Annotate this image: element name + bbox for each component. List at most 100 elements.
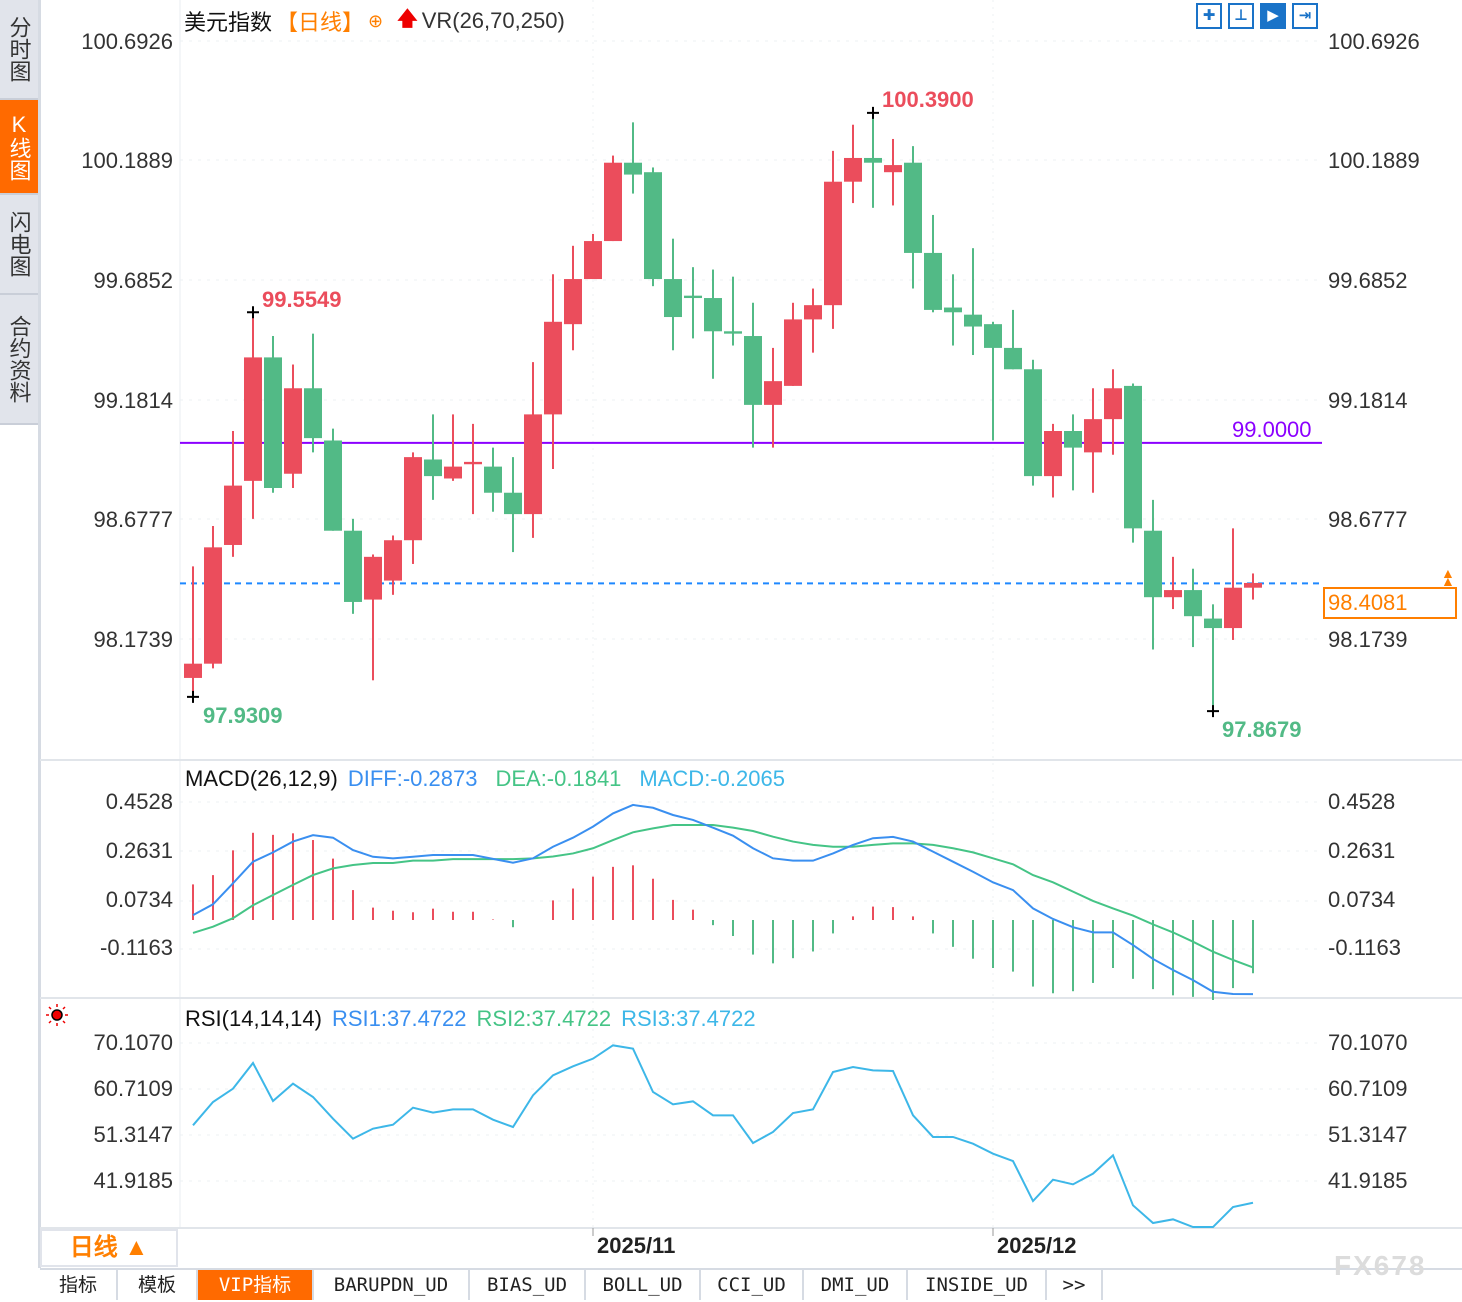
macd-y-label-right: 0.4528 xyxy=(1328,789,1395,814)
tab-more[interactable]: >> xyxy=(1047,1270,1103,1300)
candle-body xyxy=(524,414,542,515)
rsi-line xyxy=(192,1044,1254,1229)
indicator-tab-bar: 指标 模板 VIP指标 BARUPDN_UD BIAS_UD BOLL_UD C… xyxy=(40,1268,1462,1302)
y-label-right: 100.1889 xyxy=(1328,148,1420,173)
candle-body xyxy=(804,305,822,320)
rsi-y-label-left: 70.1070 xyxy=(93,1030,173,1055)
x-label-nov: 2025/11 xyxy=(597,1233,676,1258)
vr-indicator-label[interactable]: VR(26,70,250) xyxy=(421,8,565,33)
play-chart-icon[interactable]: ▶ xyxy=(1260,3,1286,29)
candle-body xyxy=(924,252,942,310)
candle-body xyxy=(744,336,762,405)
rsi-y-label-right: 51.3147 xyxy=(1328,1122,1408,1147)
candle-body xyxy=(304,388,322,439)
candle-body xyxy=(604,162,622,242)
macd-diff-value: DIFF:-0.2873 xyxy=(347,766,478,791)
rsi-y-label-right: 60.7109 xyxy=(1328,1076,1408,1101)
sidebar-item-flash[interactable]: 闪电图 xyxy=(0,195,38,295)
candle-body xyxy=(484,466,502,493)
macd-y-label-right: 0.0734 xyxy=(1328,887,1395,912)
candle-body xyxy=(1244,582,1262,588)
horizontal-line-label: 99.0000 xyxy=(1232,417,1312,442)
y-label-left: 98.6777 xyxy=(93,507,173,532)
macd-params: MACD(26,12,9) xyxy=(185,766,338,791)
fx678-watermark-logo: FX678 xyxy=(1334,1250,1427,1281)
y-label-left: 100.6926 xyxy=(81,29,173,54)
rsi-params: RSI(14,14,14) xyxy=(185,1006,322,1031)
red-up-arrow-icon[interactable]: 🡅 xyxy=(397,8,418,30)
rsi1-value: RSI1:37.4722 xyxy=(331,1006,467,1031)
tab-bias-ud[interactable]: BIAS_UD xyxy=(470,1270,586,1300)
low-price-label-left: 97.9309 xyxy=(203,703,283,728)
candle-body xyxy=(784,319,802,386)
candle-body xyxy=(1204,618,1222,629)
candle-body xyxy=(584,241,602,280)
candle-body xyxy=(704,298,722,332)
candle-body xyxy=(224,485,242,545)
macd-y-label-left: 0.4528 xyxy=(106,789,173,814)
scroll-to-end-icon[interactable]: ⇥ xyxy=(1292,3,1318,29)
candle-body xyxy=(564,279,582,325)
y-label-right: 99.6852 xyxy=(1328,268,1408,293)
candle-body xyxy=(684,295,702,299)
tab-dmi-ud[interactable]: DMI_UD xyxy=(804,1270,908,1300)
tab-template[interactable]: 模板 xyxy=(118,1270,198,1300)
tab-barupdn-ud[interactable]: BARUPDN_UD xyxy=(314,1270,470,1300)
sidebar-item-timeshare[interactable]: 分时图 xyxy=(0,0,38,100)
candle-body xyxy=(1144,530,1162,598)
candle-body xyxy=(364,556,382,600)
period-label[interactable]: 【日线】 xyxy=(276,10,365,35)
macd-y-label-right: 0.2631 xyxy=(1328,838,1395,863)
y-label-right: 100.6926 xyxy=(1328,29,1420,54)
candle-body xyxy=(944,307,962,313)
macd-y-label-right: -0.1163 xyxy=(1328,935,1401,960)
current-price-up-icon: ▲ ▲ xyxy=(1441,565,1455,589)
y-label-left: 99.6852 xyxy=(93,268,173,293)
candle-body xyxy=(204,547,222,664)
current-price-tag: 98.4081 xyxy=(1323,587,1457,619)
macd-value: MACD:-0.2065 xyxy=(639,766,785,791)
chart-toolbar: ✚ ⊥ ▶ ⇥ xyxy=(1196,3,1318,29)
sidebar-item-kline[interactable]: K线图 xyxy=(0,100,38,195)
candle-body xyxy=(344,530,362,602)
high-price-label: 100.3900 xyxy=(882,87,974,112)
candle-body xyxy=(324,440,342,531)
candle-body xyxy=(1044,431,1062,477)
axis-scale-icon[interactable]: ⊥ xyxy=(1228,3,1254,29)
candle-body xyxy=(1104,388,1122,420)
candle-body xyxy=(1184,590,1202,617)
sidebar-item-contract-info[interactable]: 合约资料 xyxy=(0,295,38,425)
tab-cci-ud[interactable]: CCI_UD xyxy=(701,1270,804,1300)
tab-boll-ud[interactable]: BOLL_UD xyxy=(586,1270,701,1300)
tab-vip-indicator[interactable]: VIP指标 xyxy=(198,1270,314,1300)
circle-plus-icon[interactable]: ⊕ xyxy=(368,10,384,31)
candle-body xyxy=(384,540,402,581)
sidebar: 分时图 K线图 闪电图 合约资料 xyxy=(0,0,39,1268)
candle-body xyxy=(764,381,782,405)
candle-body xyxy=(624,162,642,175)
y-label-left: 99.1814 xyxy=(93,388,173,413)
candle-body xyxy=(404,457,422,541)
rsi-y-label-right: 70.1070 xyxy=(1328,1030,1408,1055)
crosshair-icon[interactable]: ✚ xyxy=(1196,3,1222,29)
candle-body xyxy=(444,466,462,479)
candle-body xyxy=(844,157,862,182)
candle-body xyxy=(284,388,302,474)
y-label-right: 98.6777 xyxy=(1328,507,1408,532)
local-high-label: 99.5549 xyxy=(262,287,342,312)
y-label-left: 98.1739 xyxy=(93,627,173,652)
extreme-price-marker xyxy=(247,306,259,319)
candle-body xyxy=(504,492,522,515)
x-label-dec: 2025/12 xyxy=(997,1233,1077,1258)
indicator-settings-sun-icon[interactable] xyxy=(45,1003,69,1027)
macd-y-label-left: -0.1163 xyxy=(100,935,173,960)
tab-indicator[interactable]: 指标 xyxy=(40,1270,118,1300)
tab-inside-ud[interactable]: INSIDE_UD xyxy=(908,1270,1047,1300)
period-selector-button[interactable]: 日线 ▲ xyxy=(40,1229,178,1267)
candle-body xyxy=(184,663,202,678)
candle-body xyxy=(1224,587,1242,629)
dea-line xyxy=(192,824,1254,969)
candle-body xyxy=(1084,419,1102,453)
y-label-right: 98.1739 xyxy=(1328,627,1408,652)
